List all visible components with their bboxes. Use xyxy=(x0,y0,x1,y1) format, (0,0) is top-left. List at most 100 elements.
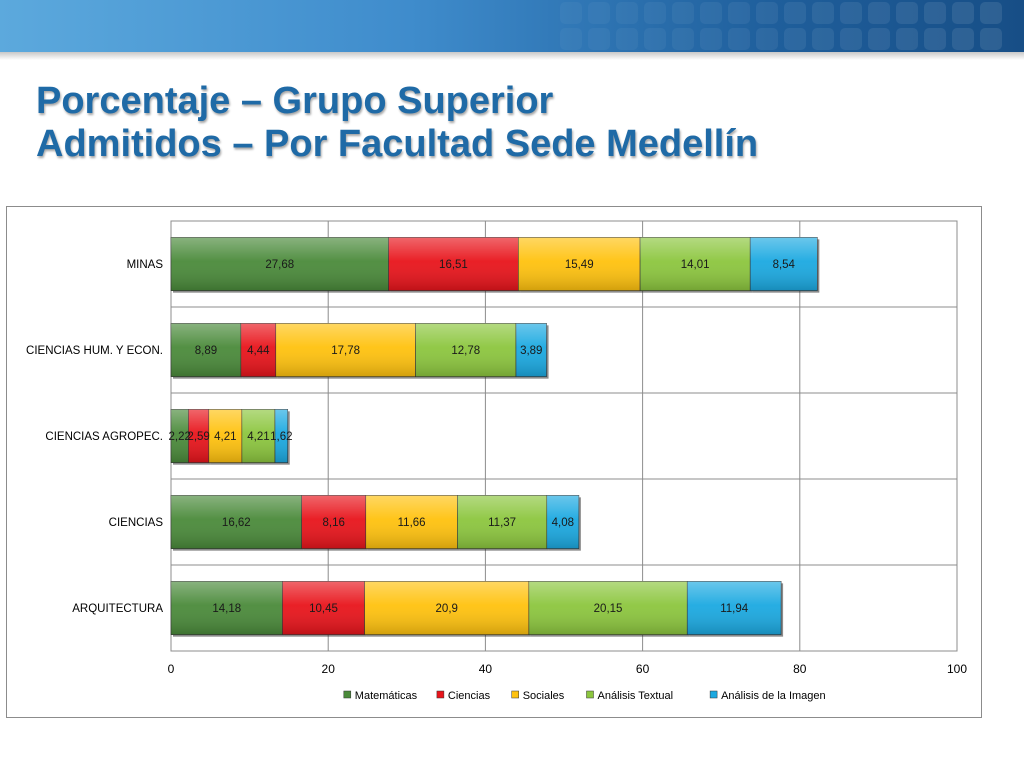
bar-segment-shade xyxy=(274,409,288,463)
banner-tile xyxy=(616,28,638,50)
banner-tile xyxy=(700,28,722,50)
data-label: 2,59 xyxy=(187,431,209,443)
data-label: 4,21 xyxy=(214,431,236,443)
data-label: 11,37 xyxy=(488,517,516,529)
banner-tile xyxy=(784,28,806,50)
banner-tile xyxy=(560,28,582,50)
banner-tile xyxy=(980,2,1002,24)
legend-swatch xyxy=(511,690,519,699)
data-label: 16,62 xyxy=(222,517,251,529)
legend-label: Matemáticas xyxy=(355,690,418,702)
bar-segment-shade xyxy=(171,409,189,463)
banner-tile xyxy=(952,28,974,50)
data-label: 2,22 xyxy=(169,431,191,443)
top-banner xyxy=(0,0,1024,52)
category-label: MINAS xyxy=(127,259,164,271)
banner-tile xyxy=(784,2,806,24)
data-label: 20,9 xyxy=(436,603,458,615)
chart-frame: 27,68 16,51 15,49 14,01 8,54 8,89 4,44 17,78 12,… xyxy=(6,206,982,718)
data-label: 14,18 xyxy=(212,603,241,615)
bar-segment-shade xyxy=(515,323,547,377)
banner-tile xyxy=(728,2,750,24)
banner-tile xyxy=(840,2,862,24)
category-label: ARQUITECTURA xyxy=(72,603,163,615)
legend-label: Análisis Textual xyxy=(598,690,674,702)
banner-tile xyxy=(812,2,834,24)
bar-segment-shade xyxy=(528,581,688,635)
bar-segment-shade xyxy=(282,581,365,635)
banner-tile xyxy=(560,2,582,24)
data-label: 12,78 xyxy=(451,345,480,357)
banner-tile xyxy=(812,28,834,50)
x-tick-label: 20 xyxy=(322,662,336,676)
bar-segment-shade xyxy=(208,409,242,463)
x-tick-label: 100 xyxy=(947,662,967,676)
bar-segment-shade xyxy=(640,237,751,291)
data-label: 4,44 xyxy=(247,345,270,357)
banner-tile xyxy=(756,2,778,24)
legend-swatch xyxy=(436,690,445,699)
legend-label: Sociales xyxy=(523,690,565,702)
banner-tile xyxy=(868,28,890,50)
bar-segment-shade xyxy=(241,409,275,463)
data-label: 15,49 xyxy=(565,259,594,271)
x-tick-label: 0 xyxy=(168,662,175,676)
data-label: 11,66 xyxy=(398,517,426,529)
grid-layer xyxy=(170,220,958,652)
legend-label: Ciencias xyxy=(448,690,491,702)
bar-segment-shade xyxy=(301,495,366,549)
banner-tile xyxy=(644,2,666,24)
banner-tile xyxy=(896,28,918,50)
banner-tile xyxy=(588,2,610,24)
banner-tile xyxy=(644,28,666,50)
bar-segment-shade xyxy=(171,237,389,291)
bar-segment-shade xyxy=(750,237,818,291)
x-tick-label: 80 xyxy=(793,662,807,676)
data-label: 11,94 xyxy=(720,603,749,615)
legend-label: Análisis de la Imagen xyxy=(721,690,826,702)
labels-layer: 27,68 16,51 15,49 14,01 8,54 8,89 4,44 17,78 12,… xyxy=(169,259,796,615)
data-label: 16,51 xyxy=(439,259,468,271)
bar-segment-shade xyxy=(240,323,276,377)
banner-tile xyxy=(840,28,862,50)
slide-title-line1: Porcentaje – Grupo Superior xyxy=(36,80,554,122)
slide-title-line2: Admitidos – Por Facultad Sede Medellín xyxy=(36,123,759,165)
banner-tile xyxy=(924,2,946,24)
category-label: CIENCIAS AGROPEC. xyxy=(45,431,163,443)
bar-segment-shade xyxy=(171,581,283,635)
data-label: 14,01 xyxy=(681,259,710,271)
data-label: 20,15 xyxy=(594,603,623,615)
bar-segment-shade xyxy=(457,495,547,549)
banner-tile xyxy=(728,28,750,50)
data-label: 3,89 xyxy=(520,345,542,357)
data-label: 4,21 xyxy=(247,431,269,443)
banner-tile xyxy=(616,2,638,24)
data-label: 8,54 xyxy=(773,259,796,271)
bar-segment-shade xyxy=(171,323,241,377)
data-label: 17,78 xyxy=(331,345,360,357)
data-label: 8,89 xyxy=(195,345,217,357)
bars-layer xyxy=(170,237,820,637)
bar-segment-shade xyxy=(687,581,782,635)
bar-segment-shade xyxy=(171,495,302,549)
data-label: 1,62 xyxy=(270,431,292,443)
stacked-bar-chart: 27,68 16,51 15,49 14,01 8,54 8,89 4,44 17,78 12,… xyxy=(26,220,967,702)
data-label: 8,16 xyxy=(323,517,345,529)
bar-segment-shade xyxy=(415,323,516,377)
bar-segment-shade xyxy=(275,323,416,377)
data-label: 27,68 xyxy=(265,259,294,271)
banner-tile xyxy=(588,28,610,50)
legend-swatch xyxy=(586,690,594,699)
legend-swatch xyxy=(709,690,718,699)
slide-title: Porcentaje – Grupo Superior Admitidos – … xyxy=(36,80,758,166)
banner-tile xyxy=(896,2,918,24)
axis-layer: 0 20 40 60 80 100 MINAS CIENCIAS HUM. Y ECON. CI… xyxy=(26,259,967,676)
banner-tile xyxy=(672,28,694,50)
bar-segment-shade xyxy=(365,495,458,549)
data-label: 4,08 xyxy=(552,517,574,529)
banner-tile xyxy=(924,28,946,50)
banner-shadow xyxy=(0,52,1024,60)
bar-segment-shade xyxy=(546,495,579,549)
banner-tile xyxy=(672,2,694,24)
bar-segment-shade xyxy=(388,237,519,291)
